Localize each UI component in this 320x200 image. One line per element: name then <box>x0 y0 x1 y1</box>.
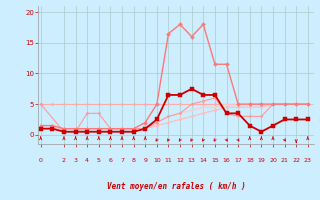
X-axis label: Vent moyen/en rafales ( km/h ): Vent moyen/en rafales ( km/h ) <box>107 182 245 191</box>
